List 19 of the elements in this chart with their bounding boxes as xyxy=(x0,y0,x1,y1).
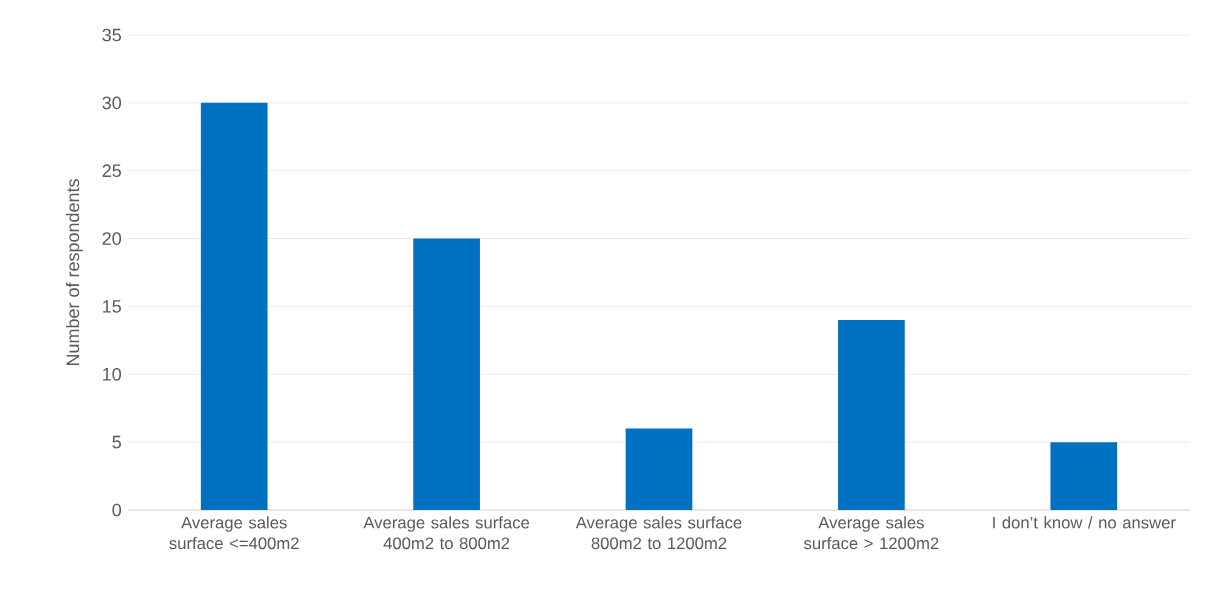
bar xyxy=(413,238,480,510)
y-tick-label: 20 xyxy=(102,232,122,245)
y-tick-label: 0 xyxy=(112,503,122,517)
y-tick-label: 25 xyxy=(102,164,121,178)
x-tick-label: Average sales surface 800m2 to 1200m2 xyxy=(575,516,742,550)
bar xyxy=(1050,442,1118,510)
x-tick-label: I don’t know / no answer xyxy=(993,516,1176,529)
y-axis-title: Number of respondents xyxy=(66,179,83,366)
bar xyxy=(625,428,693,510)
x-tick-label: Average sales surface 400m2 to 800m2 xyxy=(363,516,530,550)
x-tick-label: Average sales surface > 1200m2 xyxy=(804,516,939,550)
y-tick-label: 5 xyxy=(112,435,121,449)
y-tick-label: 15 xyxy=(103,300,121,313)
y-tick-label: 30 xyxy=(102,96,122,110)
bar xyxy=(200,102,268,510)
y-tick-label: 35 xyxy=(102,28,121,42)
x-tick-label: Average sales surface <=400m2 xyxy=(169,516,299,550)
y-tick-label: 10 xyxy=(103,367,122,381)
bar xyxy=(838,320,905,510)
